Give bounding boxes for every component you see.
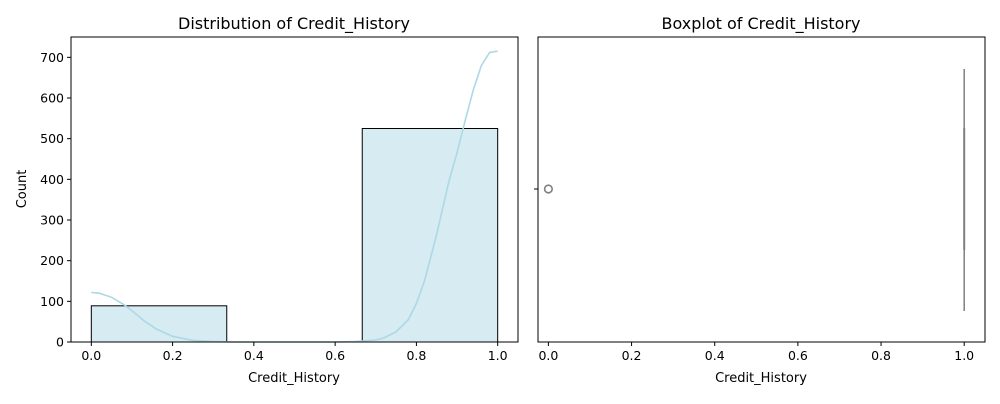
hist-x-tick-label: 0.2 bbox=[163, 348, 183, 363]
box-axes-frame bbox=[537, 36, 986, 343]
box-title: Boxplot of Credit_History bbox=[661, 14, 860, 34]
histogram-chart: Distribution of Credit_History 0.0 0.2 0.4… bbox=[15, 14, 519, 386]
hist-y-tick-label: 500 bbox=[40, 131, 64, 146]
hist-y-tick-label: 400 bbox=[40, 172, 64, 187]
box-x-label: Credit_History bbox=[715, 371, 807, 386]
hist-bar-2 bbox=[361, 128, 499, 343]
box-outlier bbox=[543, 184, 553, 194]
box-x-ticks: 0.0 0.2 0.4 0.6 0.8 1.0 bbox=[538, 342, 974, 363]
box-x-tick-label: 0.8 bbox=[871, 348, 891, 363]
hist-y-tick-label: 100 bbox=[40, 294, 64, 309]
boxplot-chart: Boxplot of Credit_History 0.0 0.2 0.4 0.6 0.… bbox=[534, 14, 986, 386]
hist-x-tick-label: 0.0 bbox=[81, 348, 101, 363]
hist-y-tick-label: 700 bbox=[40, 50, 64, 65]
box-x-tick-label: 1.0 bbox=[954, 348, 974, 363]
box-x-tick-label: 0.4 bbox=[705, 348, 725, 363]
hist-x-label: Credit_History bbox=[248, 371, 340, 386]
hist-y-ticks: 0 100 200 300 400 500 600 700 bbox=[40, 50, 71, 350]
box-x-tick-label: 0.6 bbox=[788, 348, 808, 363]
hist-y-label: Count bbox=[15, 170, 30, 209]
hist-x-ticks: 0.0 0.2 0.4 0.6 0.8 1.0 bbox=[81, 342, 508, 363]
box-x-tick-label: 0.2 bbox=[622, 348, 642, 363]
hist-y-tick-label: 300 bbox=[40, 213, 64, 228]
hist-x-tick-label: 0.6 bbox=[325, 348, 345, 363]
hist-y-tick-label: 600 bbox=[40, 91, 64, 106]
hist-x-tick-label: 0.8 bbox=[406, 348, 426, 363]
hist-x-tick-label: 1.0 bbox=[488, 348, 508, 363]
box-plot-area bbox=[543, 69, 966, 311]
hist-x-tick-label: 0.4 bbox=[244, 348, 264, 363]
box-x-tick-label: 0.0 bbox=[538, 348, 558, 363]
hist-y-tick-label: 0 bbox=[56, 335, 64, 350]
hist-title: Distribution of Credit_History bbox=[178, 14, 410, 34]
hist-plot-area bbox=[90, 50, 499, 343]
hist-axes-frame bbox=[70, 36, 519, 343]
hist-bar-0 bbox=[90, 305, 228, 343]
hist-y-tick-label: 200 bbox=[40, 253, 64, 268]
